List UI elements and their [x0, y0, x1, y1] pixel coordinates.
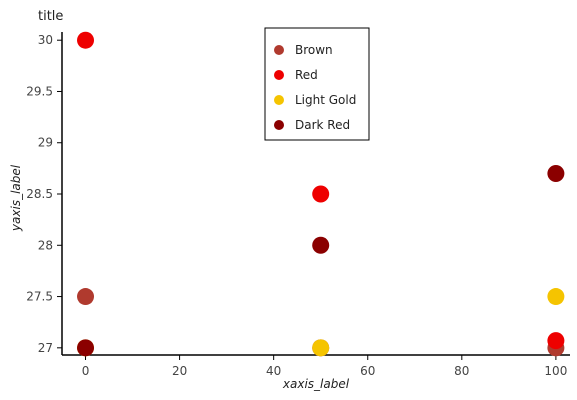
legend-marker-dark-red [274, 120, 284, 130]
y-tick-label: 29.5 [26, 84, 53, 98]
legend-label-brown: Brown [295, 43, 333, 57]
x-tick-label: 80 [454, 364, 469, 378]
point-dark-red [547, 165, 565, 183]
point-red [547, 332, 565, 350]
legend: Brown Red Light Gold Dark Red [264, 27, 370, 141]
point-red [312, 185, 330, 203]
point-red [77, 31, 95, 49]
y-ticks: 27 27.5 28 28.5 29 29.5 30 [26, 33, 62, 355]
point-dark-red [77, 339, 95, 357]
data-points [77, 31, 565, 357]
legend-marker-light-gold [274, 95, 284, 105]
point-light-gold [547, 288, 565, 306]
y-axis-label: yaxis_label [9, 164, 23, 232]
y-tick-label: 28.5 [26, 187, 53, 201]
x-tick-label: 20 [172, 364, 187, 378]
legend-label-red: Red [295, 68, 318, 82]
point-light-gold [312, 339, 330, 357]
point-brown [77, 288, 95, 306]
chart-title: title [38, 9, 63, 24]
legend-marker-brown [274, 45, 284, 55]
x-tick-label: 0 [82, 364, 90, 378]
y-tick-label: 28 [38, 238, 53, 252]
legend-marker-red [274, 70, 284, 80]
x-tick-label: 60 [360, 364, 375, 378]
x-tick-label: 100 [544, 364, 567, 378]
point-dark-red [312, 236, 330, 254]
y-tick-label: 29 [38, 136, 53, 150]
y-tick-label: 30 [38, 33, 53, 47]
axes-frame [61, 32, 570, 356]
legend-label-dark-red: Dark Red [295, 118, 350, 132]
x-axis-label: xaxis_label [282, 377, 350, 391]
y-tick-label: 27 [38, 341, 53, 355]
x-ticks: 0 20 40 60 80 100 [82, 355, 567, 378]
x-tick-label: 40 [266, 364, 281, 378]
y-tick-label: 27.5 [26, 290, 53, 304]
legend-label-light-gold: Light Gold [295, 93, 356, 107]
